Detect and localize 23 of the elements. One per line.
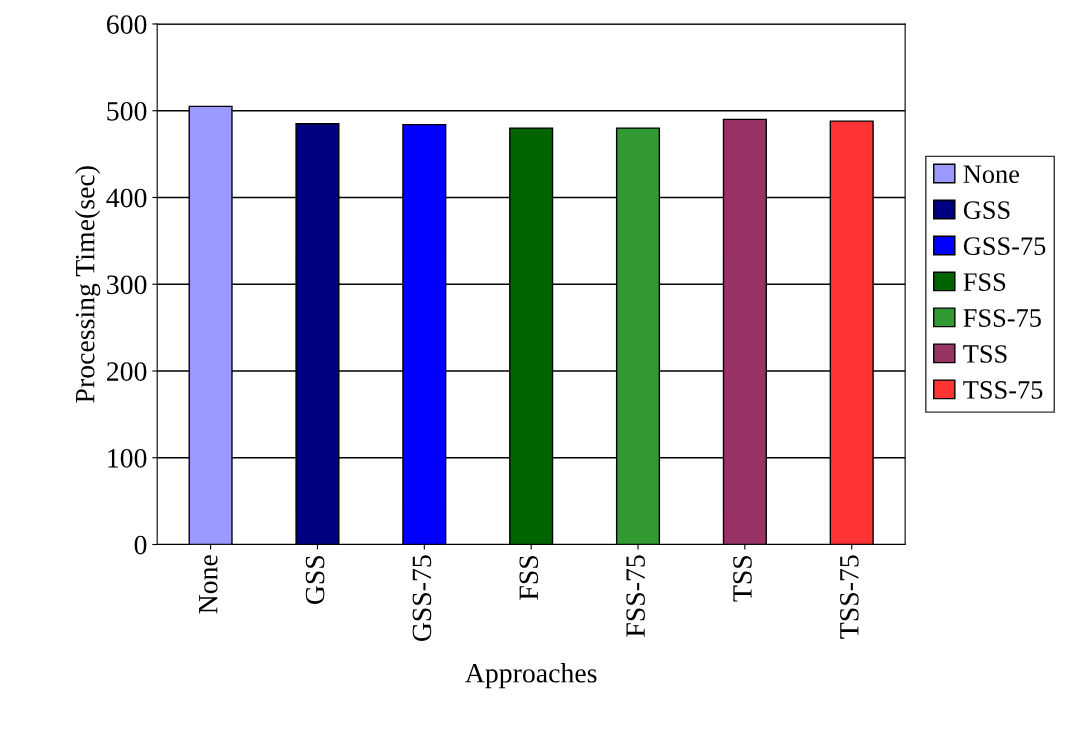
legend-label: FSS-75 xyxy=(963,309,1041,327)
x-tick-label: GSS-75 xyxy=(412,555,432,642)
y-axis-title: Processing Time(sec) xyxy=(74,166,101,403)
x-tick-label: TSS xyxy=(733,555,752,602)
x-tick-label: TSS-75 xyxy=(840,555,859,639)
y-tick-label: 200 xyxy=(107,362,147,381)
legend-label: TSS xyxy=(963,345,1007,363)
y-tick-label: 500 xyxy=(107,101,147,121)
y-tick-label: 600 xyxy=(106,15,147,34)
x-tick-label: FSS xyxy=(519,555,539,600)
y-tick-label: 100 xyxy=(108,448,147,468)
legend-label: TSS-75 xyxy=(963,381,1043,399)
x-tick-label: None xyxy=(199,555,218,614)
legend-label: None xyxy=(963,165,1019,184)
legend-label: GSS-75 xyxy=(963,237,1046,255)
y-tick-label: 300 xyxy=(107,275,147,295)
x-tick-label: FSS-75 xyxy=(626,555,645,637)
x-axis-title: Approaches xyxy=(465,663,597,689)
legend-label: FSS xyxy=(963,273,1006,291)
y-tick-label: 400 xyxy=(106,188,147,208)
legend-label: GSS xyxy=(963,201,1010,219)
x-tick-label: GSS xyxy=(305,555,325,605)
y-tick-label: 0 xyxy=(134,535,147,555)
